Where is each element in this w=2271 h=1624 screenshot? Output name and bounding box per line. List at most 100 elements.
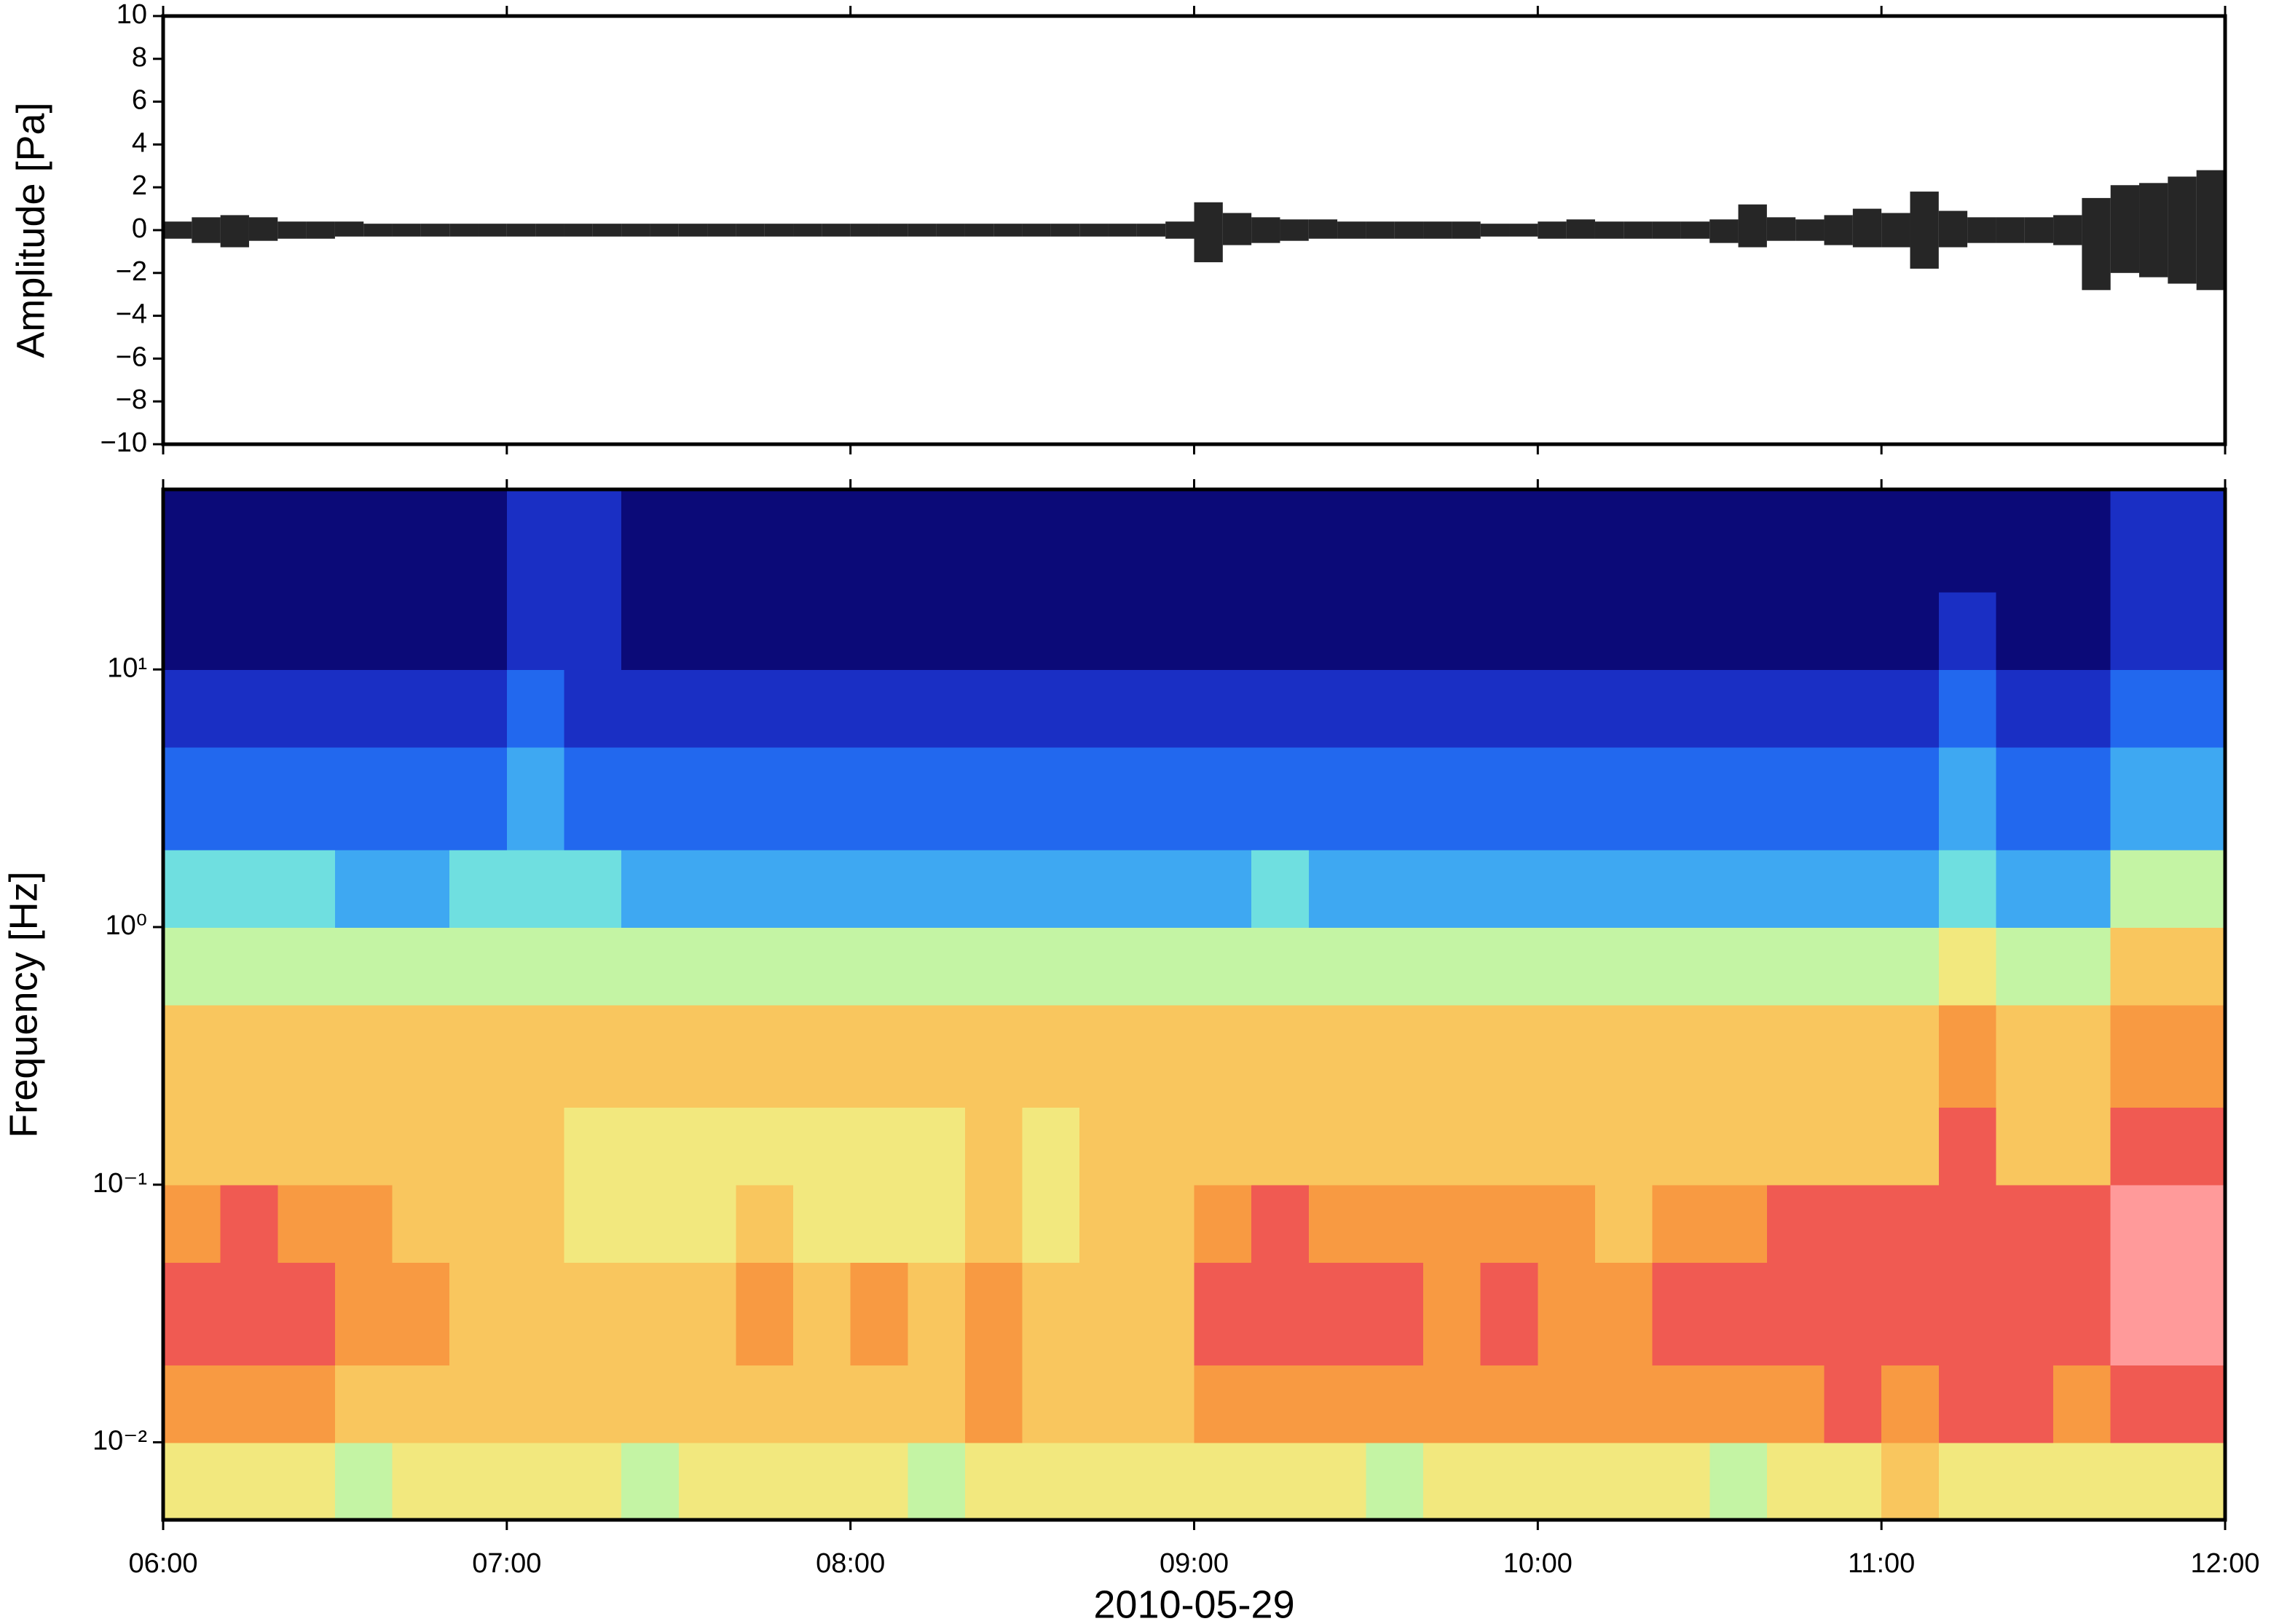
spectrogram-cell (1538, 1442, 1596, 1521)
spectrogram-cell (621, 1107, 680, 1186)
spectrogram-cell (506, 746, 565, 851)
y-tick-label: 10¹ (107, 653, 147, 683)
spectrogram-cell (1308, 1262, 1367, 1365)
spectrogram-cell (1136, 1107, 1195, 1186)
spectrogram-cell (1251, 1262, 1310, 1365)
spectrogram-cell (621, 1365, 680, 1443)
spectrogram-cell (1709, 849, 1768, 928)
spectrogram-cell (278, 746, 336, 851)
spectrogram-cell (1480, 849, 1539, 928)
spectrogram-cell (334, 1442, 393, 1521)
spectrogram-cell (1423, 1442, 1481, 1521)
spectrogram-cell (908, 669, 966, 748)
spectrogram-cell (1538, 1107, 1596, 1186)
spectrogram-cell (564, 1184, 622, 1264)
spectrogram-cell (2053, 1442, 2111, 1521)
spectrogram-cell (678, 1184, 737, 1264)
spectrogram-cell (1194, 1004, 1252, 1108)
waveform-envelope (592, 224, 622, 237)
spectrogram-cell (1022, 1262, 1081, 1365)
waveform-envelope (964, 224, 994, 237)
spectrogram-cell (908, 849, 966, 928)
spectrogram-cell (850, 591, 909, 671)
spectrogram-cell (1594, 1365, 1653, 1443)
spectrogram-cell (793, 1184, 851, 1264)
spectrogram-cell (1996, 1442, 2054, 1521)
spectrogram-cell (908, 1004, 966, 1108)
panel-frame (161, 14, 2227, 446)
spectrogram-cell (964, 489, 1023, 593)
spectrogram-cell (1824, 1365, 1882, 1443)
spectrogram-cell (793, 1004, 851, 1108)
spectrogram-cell (1938, 927, 1997, 1006)
spectrogram-cell (1480, 591, 1539, 671)
spectrogram-cell (964, 669, 1023, 748)
waveform-envelope (1680, 221, 1710, 239)
spectrogram-cell (793, 669, 851, 748)
x-tick-label: 10:00 (1503, 1548, 1573, 1579)
waveform-envelope (1910, 192, 1939, 269)
spectrogram-cell (850, 669, 909, 748)
spectrogram-cell (1538, 1262, 1596, 1365)
spectrogram-cell (850, 746, 909, 851)
waveform-envelope (1022, 224, 1051, 237)
spectrogram-cell (1136, 489, 1195, 593)
waveform-envelope (1938, 210, 1968, 248)
spectrogram-cell (1709, 1262, 1768, 1365)
spectrogram-cell (1996, 849, 2054, 928)
waveform-envelope (1766, 217, 1796, 241)
waveform-envelope (2196, 170, 2225, 291)
spectrogram-cell (1766, 591, 1825, 671)
spectrogram-cell (1996, 591, 2054, 671)
spectrogram-cell (1766, 927, 1825, 1006)
y-tick-label: −2 (116, 256, 147, 287)
spectrogram-cell (1824, 927, 1882, 1006)
spectrogram-cell (334, 1184, 393, 1264)
spectrogram-cell (1022, 849, 1081, 928)
spectrogram-cell (449, 1004, 508, 1108)
spectrogram-cell (736, 489, 794, 593)
spectrogram-cell (564, 927, 622, 1006)
spectrogram-cell (1308, 1004, 1367, 1108)
spectrogram-cell (1824, 489, 1882, 593)
waveform-envelope (1738, 204, 1767, 248)
spectrogram-cell (850, 1004, 909, 1108)
spectrogram-cell (1824, 1004, 1882, 1108)
spectrogram-cell (1938, 849, 1997, 928)
waveform-envelope (2139, 183, 2168, 277)
spectrogram-cell (1079, 1184, 1138, 1264)
waveform-envelope (1594, 221, 1624, 239)
spectrogram-cell (278, 489, 336, 593)
spectrogram-cell (392, 489, 450, 593)
waveform-envelope (850, 224, 879, 237)
spectrogram-cell (1194, 1442, 1252, 1521)
spectrogram-cell (1480, 1365, 1539, 1443)
spectrogram-cell (564, 1365, 622, 1443)
waveform-envelope (1881, 213, 1910, 248)
waveform-envelope (1566, 219, 1595, 239)
spectrogram-cell (1136, 591, 1195, 671)
spectrogram-cell (908, 746, 966, 851)
spectrogram-cell (449, 1365, 508, 1443)
spectrogram-cell (392, 1365, 450, 1443)
waveform-envelope (1996, 217, 2025, 243)
spectrogram-cell (2110, 927, 2169, 1006)
waveform-envelope (822, 224, 851, 237)
spectrogram-cell (850, 1262, 909, 1365)
spectrogram-cell (1766, 1184, 1825, 1264)
waveform-envelope (2053, 215, 2082, 245)
spectrogram-cell (163, 849, 221, 928)
spectrogram-cell (2110, 1365, 2169, 1443)
spectrogram-cell (1308, 1184, 1367, 1264)
spectrogram-cell (278, 849, 336, 928)
spectrogram-cell (1881, 669, 1940, 748)
spectrogram-cell (1881, 746, 1940, 851)
waveform-envelope (1423, 221, 1452, 239)
spectrogram-cell (1594, 1184, 1653, 1264)
spectrogram-cell (1308, 1107, 1367, 1186)
spectrogram-cell (1366, 1442, 1424, 1521)
spectrogram-cell (278, 1365, 336, 1443)
spectrogram-cell (1996, 1365, 2054, 1443)
y-tick-label: −8 (116, 385, 147, 415)
waveform-envelope (1337, 221, 1366, 239)
